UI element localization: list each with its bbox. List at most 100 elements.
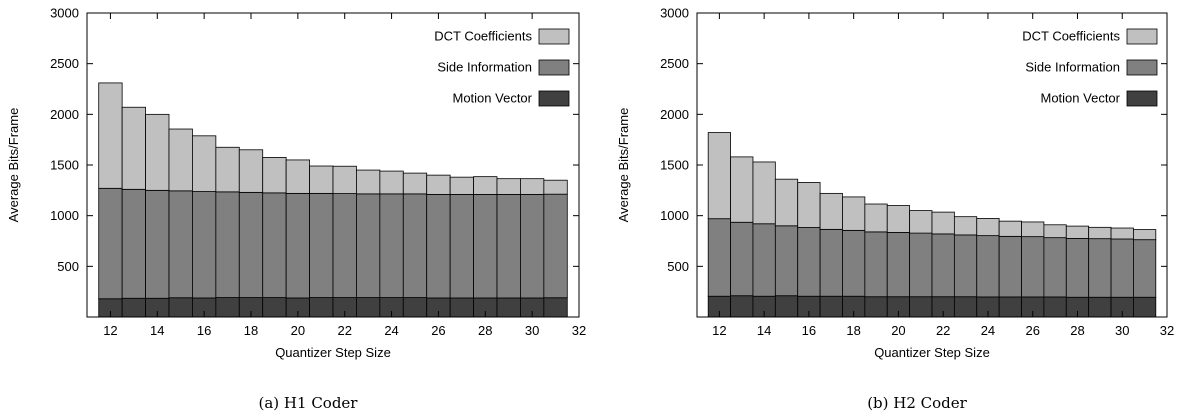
bar-dct-coefficients-12 bbox=[707, 132, 731, 220]
bar-dct-coefficients-24 bbox=[379, 170, 404, 195]
bar-dct-coefficients-22 bbox=[332, 165, 357, 194]
bar-side-information-30 bbox=[520, 193, 545, 299]
bar-dct-coefficients-17 bbox=[215, 146, 240, 193]
x-tick-label: 30 bbox=[1115, 323, 1129, 338]
x-tick-label: 28 bbox=[478, 323, 492, 338]
x-axis-label: Quantizer Step Size bbox=[874, 345, 990, 360]
bar-dct-coefficients-31 bbox=[543, 179, 568, 195]
bar-dct-coefficients-18 bbox=[842, 196, 866, 231]
x-tick-label: 30 bbox=[525, 323, 539, 338]
bar-dct-coefficients-13 bbox=[121, 106, 146, 190]
bar-dct-coefficients-25 bbox=[402, 172, 428, 195]
panel-h2-coder: 500 1000 1500 2000 2500 3000 12 14 16 18 20 22 24 26 2… bbox=[616, 6, 1174, 413]
bar-motion-vector-15 bbox=[774, 295, 799, 318]
y-tick-label: 3000 bbox=[50, 6, 79, 21]
bar-dct-coefficients-24 bbox=[976, 218, 1000, 237]
x-tick-label: 12 bbox=[712, 323, 726, 338]
bar-dct-coefficients-16 bbox=[797, 182, 821, 228]
bar-dct-coefficients-28 bbox=[473, 176, 498, 195]
bar-motion-vector-25 bbox=[402, 297, 428, 318]
bar-motion-vector-13 bbox=[121, 297, 146, 318]
bar-dct-coefficients-30 bbox=[520, 178, 545, 195]
bar-side-information-15 bbox=[774, 225, 799, 297]
bar-motion-vector-15 bbox=[168, 297, 193, 318]
bar-dct-coefficients-21 bbox=[309, 165, 334, 194]
legend-swatch-dct-coefficients bbox=[538, 28, 570, 45]
y-tick-label: 2500 bbox=[660, 56, 689, 71]
bar-motion-vector-27 bbox=[1043, 296, 1067, 318]
y-tick-label: 500 bbox=[667, 259, 689, 274]
legend-swatch-side-information bbox=[1126, 59, 1158, 76]
bar-side-information-31 bbox=[543, 193, 568, 299]
legend-label-side-information: Side Information bbox=[437, 60, 532, 75]
x-tick-label: 26 bbox=[1025, 323, 1039, 338]
bar-side-information-23 bbox=[356, 193, 381, 298]
bar-side-information-27 bbox=[449, 193, 474, 299]
x-tick-label: 14 bbox=[150, 323, 164, 338]
bar-motion-vector-25 bbox=[998, 296, 1022, 318]
bar-side-information-18 bbox=[842, 229, 866, 297]
bar-side-information-26 bbox=[1021, 236, 1045, 298]
bar-side-information-29 bbox=[1088, 238, 1112, 298]
bar-dct-coefficients-16 bbox=[192, 135, 217, 192]
bar-side-information-24 bbox=[379, 193, 404, 298]
bar-dct-coefficients-13 bbox=[730, 156, 754, 223]
bar-side-information-27 bbox=[1043, 237, 1067, 298]
bar-side-information-17 bbox=[215, 191, 240, 298]
bar-side-information-28 bbox=[1065, 238, 1090, 298]
bar-dct-coefficients-15 bbox=[168, 128, 193, 192]
bar-side-information-30 bbox=[1110, 238, 1134, 298]
bar-side-information-19 bbox=[864, 231, 888, 298]
bar-dct-coefficients-19 bbox=[262, 156, 287, 194]
y-tick-label: 1500 bbox=[50, 158, 79, 173]
bar-side-information-25 bbox=[998, 235, 1022, 298]
x-tick-label: 20 bbox=[891, 323, 905, 338]
legend-swatch-side-information bbox=[538, 59, 570, 76]
x-tick-label: 22 bbox=[936, 323, 950, 338]
bar-side-information-17 bbox=[819, 228, 843, 297]
x-tick-label: 16 bbox=[197, 323, 211, 338]
bar-dct-coefficients-22 bbox=[931, 211, 955, 235]
bar-dct-coefficients-29 bbox=[1088, 226, 1112, 240]
bar-motion-vector-21 bbox=[909, 296, 933, 318]
legend-label-dct-coefficients: DCT Coefficients bbox=[434, 29, 532, 44]
legend-swatch-dct-coefficients bbox=[1126, 28, 1158, 45]
bar-dct-coefficients-26 bbox=[426, 174, 451, 195]
y-tick-label: 2000 bbox=[660, 107, 689, 122]
bar-dct-coefficients-14 bbox=[145, 113, 170, 191]
bar-motion-vector-23 bbox=[953, 296, 978, 318]
bar-side-information-25 bbox=[402, 193, 428, 298]
x-tick-label: 32 bbox=[572, 323, 586, 338]
x-tick-label: 18 bbox=[244, 323, 258, 338]
bar-dct-coefficients-27 bbox=[1043, 224, 1067, 239]
bar-motion-vector-17 bbox=[819, 295, 843, 318]
legend-label-side-information: Side Information bbox=[1025, 60, 1120, 75]
bar-dct-coefficients-12 bbox=[98, 82, 123, 189]
x-tick-label: 20 bbox=[291, 323, 305, 338]
bar-dct-coefficients-27 bbox=[449, 176, 474, 195]
legend-swatch-motion-vector bbox=[1126, 90, 1158, 107]
bar-dct-coefficients-25 bbox=[998, 220, 1022, 237]
bar-dct-coefficients-28 bbox=[1065, 225, 1090, 239]
bar-side-information-21 bbox=[909, 232, 933, 298]
bar-dct-coefficients-18 bbox=[238, 149, 264, 193]
y-tick-label: 1000 bbox=[50, 208, 79, 223]
bar-side-information-14 bbox=[145, 189, 170, 299]
x-tick-label: 18 bbox=[846, 323, 860, 338]
bar-side-information-23 bbox=[953, 234, 978, 298]
bar-side-information-15 bbox=[168, 190, 193, 299]
bar-dct-coefficients-17 bbox=[819, 192, 843, 230]
y-tick-label: 2000 bbox=[50, 107, 79, 122]
bar-dct-coefficients-20 bbox=[886, 205, 911, 233]
bar-side-information-13 bbox=[121, 188, 146, 299]
x-tick-label: 26 bbox=[431, 323, 445, 338]
bar-motion-vector-31 bbox=[1133, 296, 1157, 318]
y-tick-label: 2500 bbox=[50, 56, 79, 71]
bar-dct-coefficients-30 bbox=[1110, 227, 1134, 240]
x-tick-label: 14 bbox=[757, 323, 771, 338]
figure-caption: (a) H1 Coder bbox=[259, 394, 359, 412]
x-tick-label: 22 bbox=[337, 323, 351, 338]
bar-side-information-31 bbox=[1133, 239, 1157, 298]
bar-side-information-28 bbox=[473, 193, 498, 299]
